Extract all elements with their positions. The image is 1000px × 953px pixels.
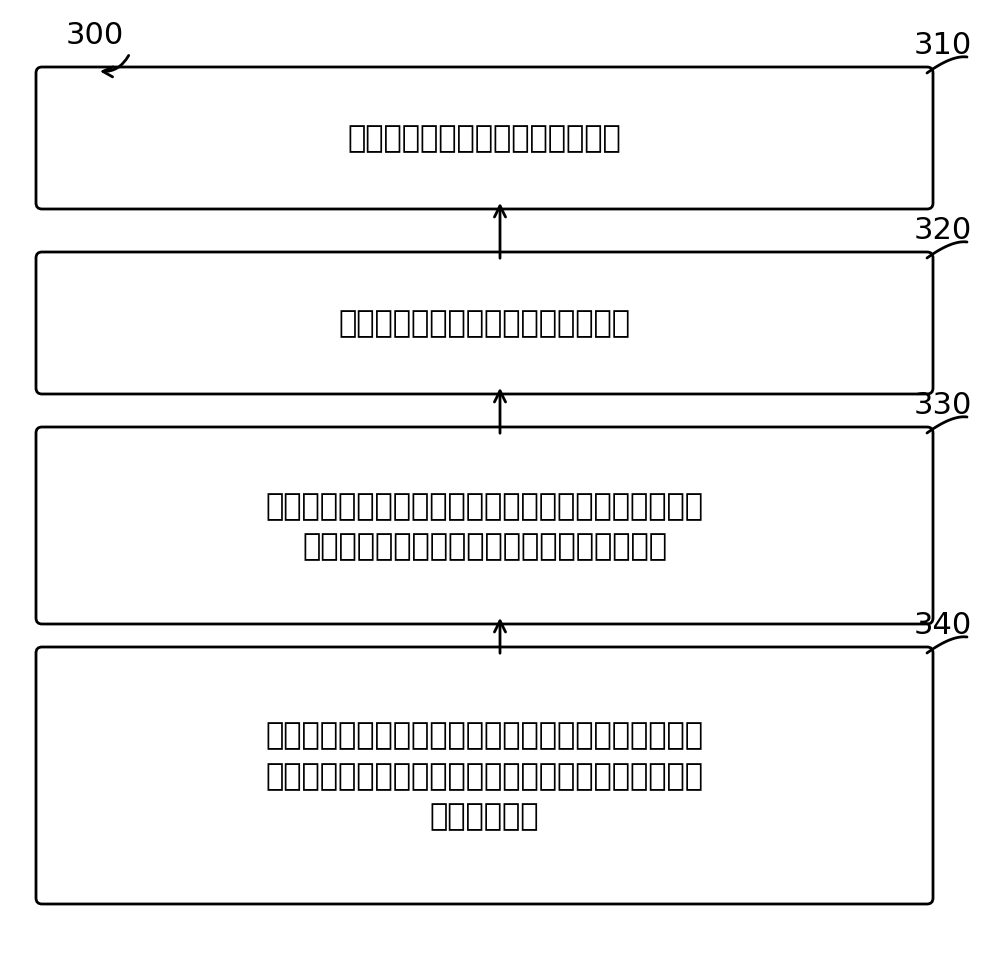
Text: 330: 330 <box>914 391 972 420</box>
FancyBboxPatch shape <box>36 647 933 904</box>
Text: 300: 300 <box>66 22 124 51</box>
Text: 310: 310 <box>914 31 972 60</box>
FancyBboxPatch shape <box>36 68 933 210</box>
FancyBboxPatch shape <box>36 428 933 624</box>
Text: 基于第一时钟信号生成第三时钟信号: 基于第一时钟信号生成第三时钟信号 <box>338 309 631 338</box>
Text: 至少部分地基于第三时钟信号来确定第一时钟信号和第
二时钟信号之间在预定时间点处的实际相位差: 至少部分地基于第三时钟信号来确定第一时钟信号和第 二时钟信号之间在预定时间点处的… <box>266 491 704 560</box>
FancyBboxPatch shape <box>36 253 933 395</box>
Text: 340: 340 <box>914 611 972 639</box>
Text: 获取第一时钟信号和第二时钟信号: 获取第一时钟信号和第二时钟信号 <box>348 125 621 153</box>
Text: 320: 320 <box>914 216 972 245</box>
Text: 基于实际相位差来调节与第二时钟信号相关联的第二计
数器，以使得第二计数器与关联于第一时钟信号的第一
计数器相匹配: 基于实际相位差来调节与第二时钟信号相关联的第二计 数器，以使得第二计数器与关联于… <box>266 720 704 831</box>
